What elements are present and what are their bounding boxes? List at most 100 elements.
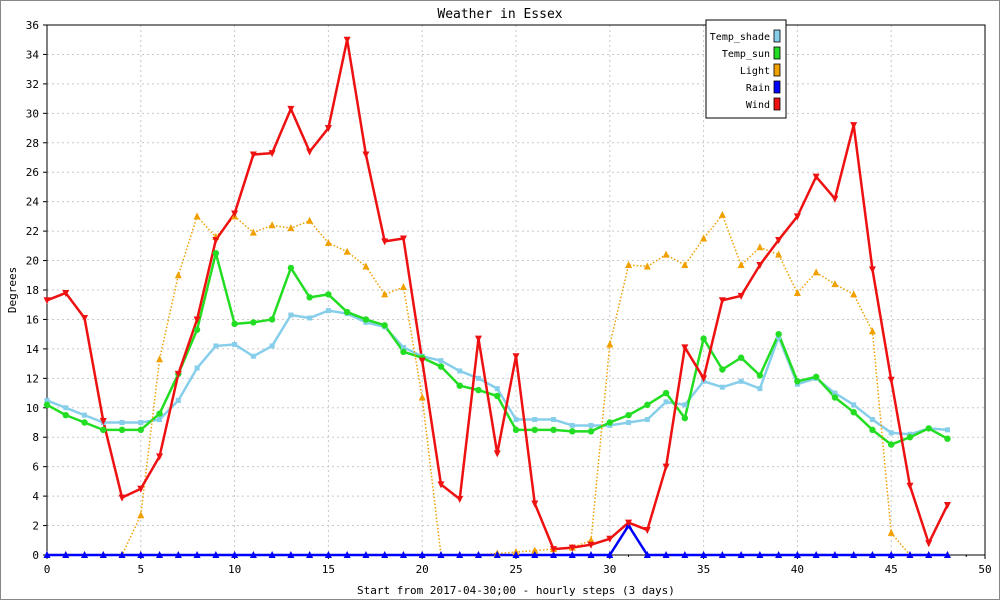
x-tick-label: 20 — [416, 563, 429, 576]
y-tick-label: 6 — [32, 461, 39, 474]
temp-sun-point — [456, 382, 463, 389]
y-tick-label: 12 — [26, 372, 39, 385]
rain-point — [587, 551, 595, 558]
temp-sun-point — [81, 419, 88, 426]
rain-point — [868, 551, 876, 558]
wind-point — [43, 297, 51, 305]
wind-point — [474, 335, 482, 343]
temp-shade-point — [232, 341, 238, 347]
temp-sun-point — [43, 401, 51, 409]
wind-point — [831, 195, 839, 203]
wind-point — [118, 494, 126, 502]
legend-label-light: Light — [740, 66, 770, 77]
wind-point — [362, 151, 370, 159]
temp-sun-point — [118, 426, 126, 434]
light-point — [718, 210, 726, 218]
temp-sun-point — [325, 291, 332, 298]
rain-point — [362, 551, 370, 558]
light-point — [268, 221, 276, 229]
light-point — [418, 393, 426, 401]
y-tick-label: 4 — [32, 490, 39, 503]
wind-point — [306, 148, 314, 156]
wind-point — [718, 297, 726, 305]
x-tick-label: 10 — [228, 563, 241, 576]
wind-point — [81, 314, 89, 322]
light-point — [662, 250, 670, 258]
wind-point — [681, 344, 689, 352]
rain-point — [212, 551, 220, 558]
y-tick-label: 28 — [26, 137, 39, 150]
light-point — [887, 528, 895, 536]
y-tick-label: 34 — [26, 48, 40, 61]
rain-point — [925, 551, 933, 558]
y-tick-label: 30 — [26, 107, 39, 120]
temp-sun-point — [944, 435, 951, 442]
temp-sun-point — [587, 428, 595, 435]
wind-point — [99, 418, 107, 426]
temp-sun-point — [775, 330, 782, 338]
temp-sun-point — [343, 308, 351, 316]
light-point — [737, 260, 745, 268]
y-tick-label: 14 — [26, 343, 40, 356]
rain-point — [775, 551, 783, 558]
light-point — [681, 260, 689, 268]
light-point — [174, 271, 182, 279]
x-tick-label: 50 — [978, 563, 991, 576]
rain-point — [306, 551, 314, 558]
rain-point — [568, 551, 576, 558]
wind-point — [418, 357, 426, 365]
wind-point — [568, 544, 576, 552]
rain-point — [418, 551, 426, 558]
temp-sun-point — [888, 441, 895, 448]
temp-shade-point — [82, 412, 88, 418]
light-point — [381, 290, 389, 298]
temp-sun-point — [700, 335, 707, 342]
temp-shade-point — [832, 390, 838, 396]
temp-sun-point — [662, 389, 670, 397]
temp-sun-point — [512, 426, 520, 434]
legend-swatch-temp-shade — [773, 29, 781, 43]
temp-sun-point — [756, 372, 764, 379]
rain-point — [324, 551, 332, 558]
rain-point — [231, 551, 239, 558]
light-point — [812, 268, 820, 276]
rain-point — [531, 551, 539, 558]
temp-shade-point — [213, 343, 219, 349]
x-tick-label: 35 — [697, 563, 710, 576]
rain-point — [437, 551, 445, 558]
wind-point — [606, 535, 614, 543]
temp-sun-point — [794, 378, 801, 385]
x-tick-label: 45 — [885, 563, 898, 576]
legend-swatch-wind — [773, 97, 781, 111]
temp-sun-point — [869, 426, 876, 434]
rain-point — [193, 551, 201, 558]
temp-sun-point — [193, 326, 201, 333]
chart-title: Weather in Essex — [437, 7, 562, 22]
rain-point — [81, 551, 89, 558]
temp-shade-point — [532, 417, 538, 423]
light-point — [137, 511, 145, 519]
temp-sun-point — [362, 316, 370, 323]
series-markers — [43, 36, 951, 558]
light-point — [868, 327, 876, 335]
wind-point — [868, 266, 876, 274]
wind-point — [343, 36, 351, 44]
light-point — [193, 212, 201, 220]
light-point — [700, 234, 708, 242]
temp-sun-point — [644, 401, 651, 409]
temp-sun-point — [268, 316, 276, 323]
wind-point — [62, 289, 70, 297]
temp-shade-point — [63, 405, 69, 411]
wind-point — [756, 261, 764, 269]
wind-point — [268, 150, 276, 158]
temp-shade-point — [757, 386, 763, 392]
rain-point — [812, 551, 820, 558]
rain-point — [474, 551, 482, 558]
temp-shade-point — [438, 358, 444, 364]
wind-point — [437, 481, 445, 489]
light-point — [343, 247, 351, 255]
temp-sun-point — [137, 426, 144, 434]
temp-shade-point — [719, 384, 725, 390]
temp-shade-point — [250, 353, 256, 359]
